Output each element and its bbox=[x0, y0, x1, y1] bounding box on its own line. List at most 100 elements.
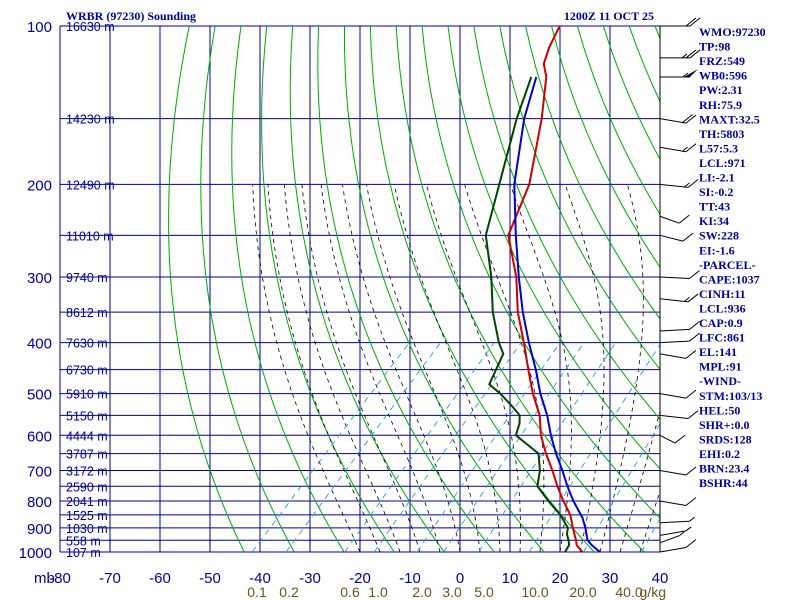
index-value: TH:5803 bbox=[699, 127, 744, 141]
index-value: EHI:0.2 bbox=[699, 447, 740, 461]
wind-barb-half-flag bbox=[682, 72, 689, 78]
dry-adiabat bbox=[421, 26, 660, 519]
pressure-axis-unit: mb bbox=[34, 570, 55, 587]
wind-barb bbox=[659, 214, 690, 224]
index-value: L57:5.3 bbox=[699, 141, 738, 155]
wind-barb-staff bbox=[659, 520, 690, 524]
wind-barb-half-flag bbox=[682, 146, 688, 152]
mixing-ratio-line bbox=[416, 342, 561, 552]
temperature-tick-label: 20 bbox=[552, 570, 569, 587]
mixing-ratio-tick-label: 0.6 bbox=[340, 584, 360, 600]
index-value: -PARCEL- bbox=[699, 258, 755, 272]
wind-barb-staff bbox=[659, 298, 689, 303]
index-value: EL:141 bbox=[699, 345, 737, 359]
dry-adiabat bbox=[525, 26, 660, 320]
mixing-ratio-tick-label: 0.1 bbox=[247, 584, 267, 600]
index-value: MAXT:32.5 bbox=[699, 112, 760, 126]
dry-adiabat bbox=[395, 26, 645, 552]
wind-barb-flag bbox=[689, 17, 701, 27]
chart-datetime: 1200Z 11 OCT 25 bbox=[564, 9, 654, 23]
height-label: 7630 m bbox=[66, 337, 108, 351]
height-label: 9740 m bbox=[66, 271, 108, 285]
pressure-tick-label: 900 bbox=[27, 521, 52, 538]
pressure-tick-label: 300 bbox=[27, 270, 52, 287]
wind-barb-flag bbox=[678, 214, 690, 224]
wind-barb-staff bbox=[659, 393, 687, 399]
wind-barb-staff bbox=[659, 340, 690, 344]
wind-barb bbox=[659, 349, 697, 359]
moist-adiabat bbox=[283, 184, 401, 552]
dry-adiabat bbox=[473, 26, 660, 420]
index-value: CAP:0.9 bbox=[699, 316, 743, 330]
temperature-tick-label: -80 bbox=[49, 570, 71, 587]
index-value: SHR+:0.0 bbox=[699, 418, 750, 432]
index-value: KI:34 bbox=[699, 214, 729, 228]
mixing-ratio-tick-label: 1.0 bbox=[368, 584, 388, 600]
height-label: 8612 m bbox=[66, 306, 108, 320]
mixing-ratio-line bbox=[443, 342, 585, 552]
wind-barb-flag bbox=[682, 114, 693, 123]
index-value: WB0:596 bbox=[699, 69, 747, 83]
height-label: 1525 m bbox=[66, 509, 108, 523]
index-value: WMO:97230 bbox=[699, 25, 766, 39]
index-value: STM:103/13 bbox=[699, 389, 762, 403]
dry-adiabat bbox=[231, 26, 345, 552]
index-value: CAPE:1037 bbox=[699, 272, 760, 286]
height-label: 5150 m bbox=[66, 409, 108, 423]
wind-barb bbox=[659, 114, 697, 124]
index-value: HEL:50 bbox=[699, 403, 740, 417]
wind-barb bbox=[659, 434, 686, 444]
index-value: FRZ:549 bbox=[699, 54, 745, 68]
wind-barb bbox=[659, 410, 699, 420]
wind-barb-flag bbox=[685, 49, 697, 59]
wind-barbs-layer bbox=[659, 17, 701, 553]
moist-adiabat bbox=[510, 184, 572, 552]
wind-barb-half-flag bbox=[684, 297, 690, 302]
index-value: RH:75.9 bbox=[699, 98, 742, 112]
wind-barb bbox=[659, 516, 695, 524]
mixing-ratio-line bbox=[251, 342, 410, 552]
height-label: 11010 m bbox=[66, 229, 114, 243]
height-label: 3787 m bbox=[66, 448, 108, 462]
wind-barb-half-flag bbox=[684, 182, 690, 188]
wind-barb bbox=[659, 232, 694, 242]
wind-barb-staff bbox=[659, 353, 687, 359]
wind-barb-staff bbox=[659, 276, 690, 280]
temperature-tick-label: 40 bbox=[652, 570, 669, 587]
wind-barb-staff bbox=[659, 535, 680, 544]
height-label: 3172 m bbox=[66, 465, 108, 479]
height-label: 16630 m bbox=[66, 20, 115, 34]
temperature-tick-label: -40 bbox=[249, 570, 271, 587]
indices-panel: WMO:97230TP:98FRZ:549WB0:596PW:2.31RH:75… bbox=[699, 25, 766, 490]
grid-layer bbox=[59, 25, 661, 553]
moist-adiabat bbox=[301, 184, 421, 552]
wind-barb-flag bbox=[685, 349, 697, 359]
height-label: 4444 m bbox=[66, 429, 108, 443]
mixing-ratio-tick-label: 5.0 bbox=[474, 584, 494, 600]
wind-barb bbox=[659, 321, 700, 332]
height-label: 14230 m bbox=[66, 113, 115, 127]
moist-adiabat bbox=[320, 184, 441, 552]
pressure-tick-label: 500 bbox=[27, 387, 52, 404]
wind-barb-flag bbox=[687, 293, 699, 303]
wind-barb-flag bbox=[682, 232, 694, 242]
wind-barb-flag bbox=[685, 17, 697, 27]
mixing-ratio-unit: g/kg bbox=[640, 584, 666, 600]
pressure-tick-label: 400 bbox=[27, 336, 52, 353]
dry-adiabat bbox=[200, 26, 295, 552]
mixing-ratio-line bbox=[641, 517, 660, 552]
index-value: BSHR:44 bbox=[699, 476, 748, 490]
index-value: TP:98 bbox=[699, 40, 730, 54]
wind-barb bbox=[659, 293, 699, 303]
wind-barb-staff bbox=[659, 470, 687, 476]
mixing-ratio-tick-label: 20.0 bbox=[569, 584, 596, 600]
temperature-tick-label: -60 bbox=[149, 570, 171, 587]
wind-barb bbox=[659, 539, 697, 553]
height-label: 107 m bbox=[66, 546, 101, 560]
moist-adiabat bbox=[426, 184, 521, 552]
dry-adiabat bbox=[289, 26, 445, 552]
index-value: EI:-1.6 bbox=[699, 243, 735, 257]
dry-adiabat bbox=[317, 26, 495, 552]
index-value: SI:-0.2 bbox=[699, 185, 733, 199]
